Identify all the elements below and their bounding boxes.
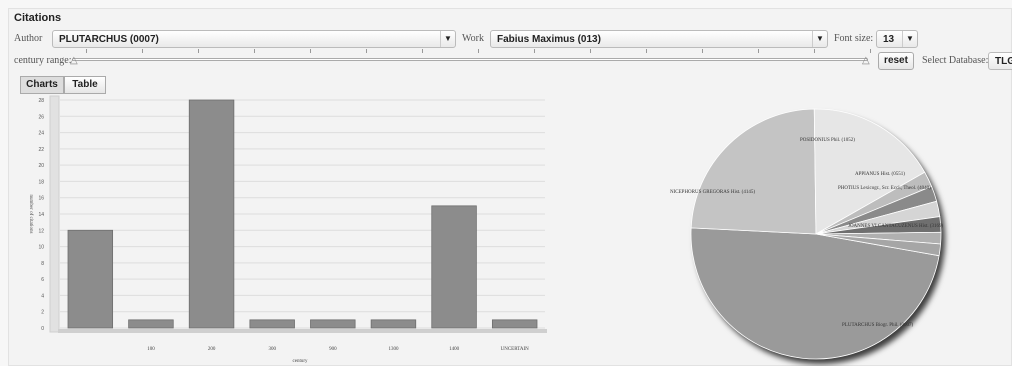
font-size-dropdown-icon[interactable]: ▼: [902, 31, 917, 47]
database-label: Select Database:: [922, 55, 989, 66]
x-tick-label: 1400: [449, 347, 460, 352]
century-range-slider[interactable]: [72, 58, 868, 61]
database-select[interactable]: TLG: [988, 52, 1012, 70]
bar: [491, 319, 538, 329]
bar: [431, 205, 477, 329]
author-value: PLUTARCHUS (0007): [59, 34, 159, 45]
author-dropdown-icon[interactable]: ▼: [440, 31, 455, 47]
y-axis-ruler: [49, 95, 60, 333]
y-tick-label: 14: [38, 212, 44, 218]
font-size-select[interactable]: 13 ▼: [876, 30, 918, 48]
y-tick-label: 26: [38, 114, 44, 120]
slider-tick: [198, 49, 199, 53]
slider-tick: [478, 49, 479, 53]
x-tick-label: 900: [329, 347, 337, 352]
work-dropdown-icon[interactable]: ▼: [812, 31, 827, 47]
bar: [249, 319, 295, 329]
pie-slice-label: JOANNES VI CANTACUZENUS Hist. (3169): [848, 224, 944, 229]
x-axis-strip: [58, 329, 547, 333]
slider-tick: [646, 49, 647, 53]
reset-button[interactable]: reset: [878, 52, 914, 70]
pie-slice-label: POSIDONIUS Phil. (1052): [800, 138, 855, 143]
bar: [67, 229, 114, 329]
slider-tick: [590, 49, 591, 53]
slider-tick: [758, 49, 759, 53]
y-tick-label: 10: [38, 245, 44, 251]
pie-slice-label: PLUTARCHUS Biogr. Phil. (0007): [842, 323, 913, 328]
font-size-label: Font size:: [834, 33, 874, 44]
slider-tick: [310, 49, 311, 53]
y-tick-label: 24: [38, 131, 44, 137]
y-tick-label: 8: [41, 261, 44, 267]
author-label: Author: [14, 33, 43, 44]
database-value: TLG: [995, 56, 1012, 67]
y-tick-label: 0: [41, 326, 44, 332]
y-tick-label: 16: [38, 196, 44, 202]
pie-slice-label: PHOTIUS Lexicogr., Scr. Eccl., Theol. (4…: [838, 186, 931, 191]
slider-tick: [534, 49, 535, 53]
tab-charts[interactable]: Charts: [20, 76, 64, 94]
y-tick-label: 20: [38, 163, 44, 169]
y-tick-label: 2: [41, 310, 44, 316]
y-tick-label: 18: [38, 179, 44, 185]
work-value: Fabius Maximus (013): [497, 34, 601, 45]
font-size-value: 13: [883, 34, 895, 45]
pie-slice-label: APPIANUS Hist. (0551): [855, 172, 905, 177]
panel-title: Citations: [14, 12, 62, 24]
pie-slice: [690, 227, 940, 360]
pie-chart: PLUTARCHUS Biogr. Phil. (0007) NICEPHORUS…: [670, 108, 944, 360]
y-tick-label: 12: [38, 228, 44, 234]
tab-table[interactable]: Table: [64, 76, 106, 94]
slider-tick: [142, 49, 143, 53]
pie-slice: [815, 233, 942, 257]
work-select[interactable]: Fabius Maximus (013) ▼: [490, 30, 828, 48]
bar: [310, 319, 356, 329]
x-tick-label: 200: [208, 347, 216, 352]
y-tick-label: 28: [38, 98, 44, 104]
x-tick-label: 300: [268, 347, 276, 352]
work-label: Work: [462, 33, 484, 44]
slider-tick: [254, 49, 255, 53]
y-tick-label: 4: [41, 293, 44, 299]
century-range-label: century range:: [14, 55, 72, 66]
y-axis-title: number of citations: [28, 195, 33, 234]
pie-slice: [813, 108, 926, 235]
author-select[interactable]: PLUTARCHUS (0007) ▼: [52, 30, 456, 48]
slider-tick: [366, 49, 367, 53]
bar: [370, 319, 417, 329]
x-axis-title: century: [293, 359, 308, 364]
pie-slice-label: NICEPHORUS GREGORAS Hist. (4145): [670, 190, 755, 195]
pie-slice: [690, 108, 817, 235]
slider-left-handle[interactable]: △: [70, 55, 78, 66]
y-tick-label: 6: [41, 277, 44, 283]
x-tick-label: UNCERTAIN: [501, 347, 530, 352]
bar: [188, 99, 235, 329]
slider-tick: [702, 49, 703, 53]
slider-tick: [814, 49, 815, 53]
x-tick-label: 100: [147, 347, 155, 352]
y-tick-label: 22: [38, 147, 44, 153]
bar: [128, 319, 174, 329]
slider-tick: [870, 49, 871, 53]
x-tick-label: 1300: [388, 347, 399, 352]
slider-tick: [86, 49, 87, 53]
slider-tick: [422, 49, 423, 53]
slider-right-handle[interactable]: △: [862, 55, 870, 66]
